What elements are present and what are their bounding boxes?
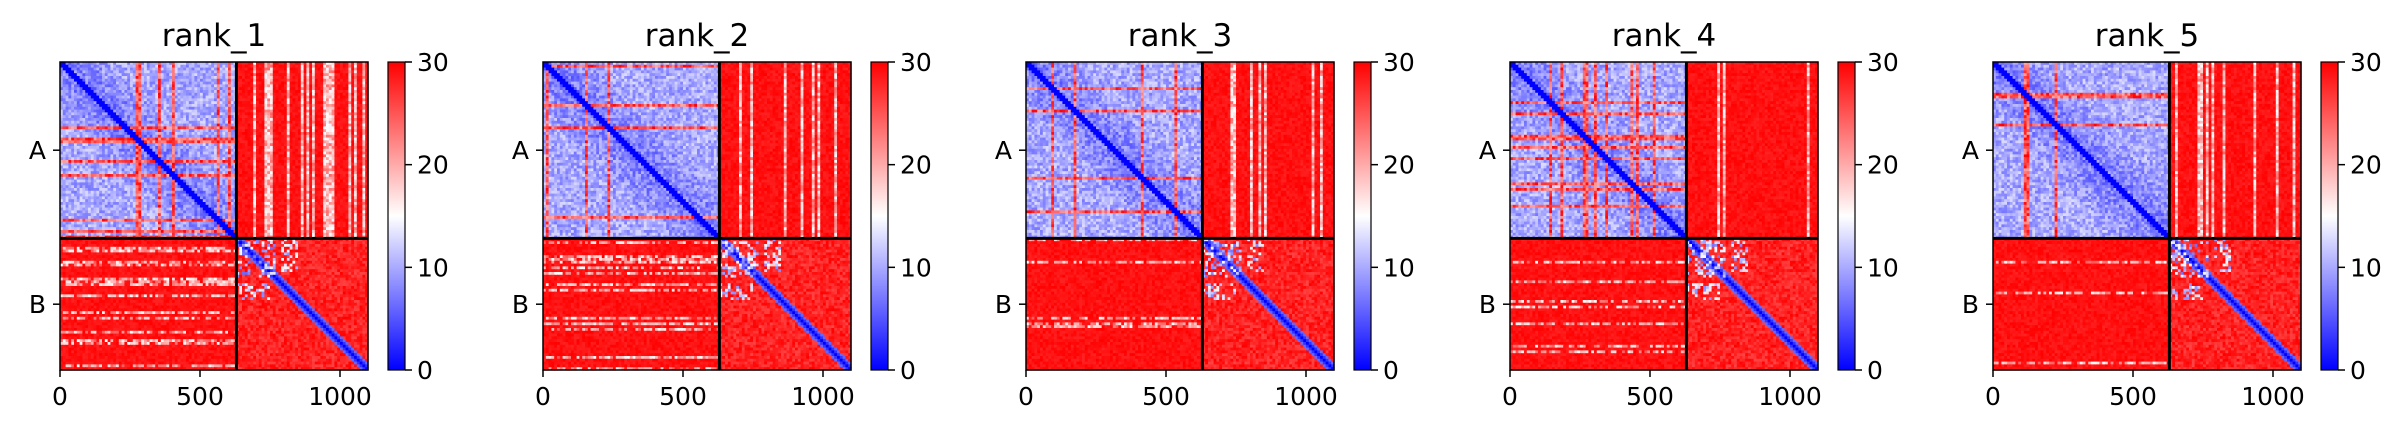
chain-label-A: A xyxy=(29,136,46,165)
colorbar-tick-label: 0 xyxy=(900,356,916,385)
x-tick-label: 1000 xyxy=(1758,382,1822,411)
colorbar xyxy=(1354,62,1371,370)
x-tick-label: 0 xyxy=(52,382,68,411)
chain-label-B: B xyxy=(29,290,46,319)
x-tick-label: 1000 xyxy=(791,382,855,411)
chain-label-B: B xyxy=(512,290,529,319)
chain-label-B: B xyxy=(995,290,1012,319)
panel-title: rank_2 xyxy=(645,18,750,54)
colorbar-tick-label: 0 xyxy=(1867,356,1883,385)
colorbar xyxy=(871,62,888,370)
x-tick-label: 0 xyxy=(1018,382,1034,411)
heatmap-cells xyxy=(1993,62,2302,371)
colorbar-tick-label: 10 xyxy=(417,253,449,282)
chain-label-A: A xyxy=(995,136,1012,165)
colorbar-tick-label: 20 xyxy=(2350,151,2382,180)
colorbar-tick-label: 30 xyxy=(1383,48,1415,77)
colorbar-tick-label: 10 xyxy=(900,253,932,282)
panel-rank_1: rank_1 0 500 1000 A B 0 10 20 30 xyxy=(29,18,449,411)
colorbar-tick-label: 0 xyxy=(1383,356,1399,385)
panel-rank_2: rank_2 0 500 1000 A B 0 10 20 30 xyxy=(512,18,932,411)
panel-title: rank_5 xyxy=(2095,18,2200,54)
colorbar-tick-label: 30 xyxy=(900,48,932,77)
colorbar-tick-label: 10 xyxy=(2350,253,2382,282)
x-tick-label: 500 xyxy=(1626,382,1674,411)
colorbar-tick-label: 30 xyxy=(2350,48,2382,77)
x-tick-label: 0 xyxy=(535,382,551,411)
x-tick-label: 500 xyxy=(1142,382,1190,411)
panel-title: rank_1 xyxy=(162,18,267,54)
colorbar-tick-label: 10 xyxy=(1867,253,1899,282)
x-tick-label: 1000 xyxy=(1274,382,1338,411)
chain-label-A: A xyxy=(1479,136,1496,165)
chain-label-B: B xyxy=(1479,290,1496,319)
x-tick-label: 500 xyxy=(659,382,707,411)
colorbar-tick-label: 10 xyxy=(1383,253,1415,282)
colorbar-tick-label: 0 xyxy=(2350,356,2366,385)
x-tick-label: 1000 xyxy=(308,382,372,411)
colorbar-tick-label: 30 xyxy=(1867,48,1899,77)
colorbar-tick-label: 20 xyxy=(417,151,449,180)
x-tick-label: 500 xyxy=(176,382,224,411)
heatmap-cells xyxy=(60,62,369,371)
colorbar xyxy=(388,62,405,370)
panel-rank_5: rank_5 0 500 1000 A B 0 10 20 30 xyxy=(1962,18,2382,411)
colorbar xyxy=(2321,62,2338,370)
colorbar-tick-label: 30 xyxy=(417,48,449,77)
panel-title: rank_4 xyxy=(1612,18,1717,54)
colorbar-tick-label: 0 xyxy=(417,356,433,385)
colorbar xyxy=(1838,62,1855,370)
heatmap-cells xyxy=(1026,62,1335,371)
heatmap-cells xyxy=(543,62,852,371)
heatmap-cells xyxy=(1510,62,1819,371)
x-tick-label: 0 xyxy=(1985,382,2001,411)
chain-label-A: A xyxy=(1962,136,1979,165)
panel-rank_3: rank_3 0 500 1000 A B 0 10 20 30 xyxy=(995,18,1415,411)
colorbar-tick-label: 20 xyxy=(1867,151,1899,180)
x-tick-label: 1000 xyxy=(2241,382,2305,411)
panel-title: rank_3 xyxy=(1128,18,1233,54)
chain-label-A: A xyxy=(512,136,529,165)
x-tick-label: 0 xyxy=(1502,382,1518,411)
colorbar-tick-label: 20 xyxy=(900,151,932,180)
colorbar-tick-label: 20 xyxy=(1383,151,1415,180)
panel-rank_4: rank_4 0 500 1000 A B 0 10 20 30 xyxy=(1479,18,1899,411)
chain-label-B: B xyxy=(1962,290,1979,319)
x-tick-label: 500 xyxy=(2109,382,2157,411)
